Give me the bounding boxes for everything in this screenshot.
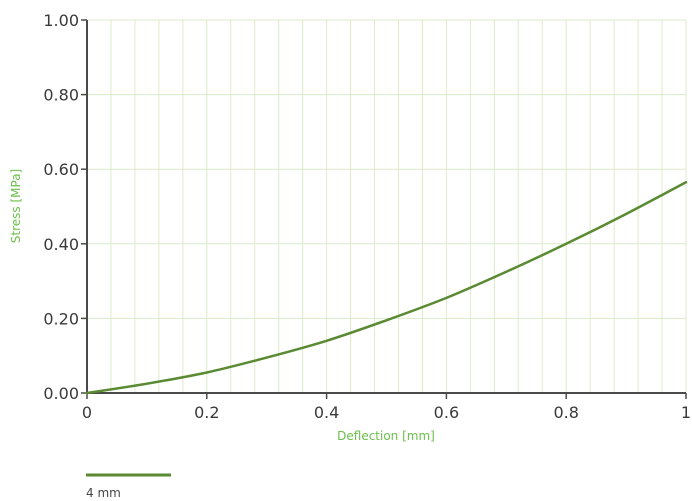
y-tick-label: 0.80 (43, 86, 79, 105)
grid (87, 19, 687, 393)
x-tick-label: 0.2 (194, 403, 219, 422)
y-tick-label: 1.00 (43, 11, 79, 30)
tick-labels: 0.00 0.20 0.40 0.60 0.80 1.00 0 0.2 0.4 0.6 0.8 1 (43, 11, 691, 422)
x-axis-title: Deflection [mm] (337, 429, 435, 443)
x-tick-label: 1 (681, 403, 691, 422)
y-tick-label: 0.20 (43, 309, 79, 328)
x-tick-label: 0.8 (553, 403, 578, 422)
axes (86, 20, 686, 394)
y-tick-label: 0.00 (43, 384, 79, 403)
y-tick-label: 0.40 (43, 235, 79, 254)
y-axis-title: Stress [MPa] (9, 169, 23, 243)
y-tick-label: 0.60 (43, 160, 79, 179)
series-line (85, 181, 688, 395)
x-tick-label: 0 (82, 403, 92, 422)
x-tick-label: 0.4 (314, 403, 339, 422)
legend-label: 4 mm (86, 486, 121, 500)
legend: 4 mm (86, 473, 171, 500)
x-tick-label: 0.6 (434, 403, 459, 422)
series-lines (85, 181, 688, 395)
